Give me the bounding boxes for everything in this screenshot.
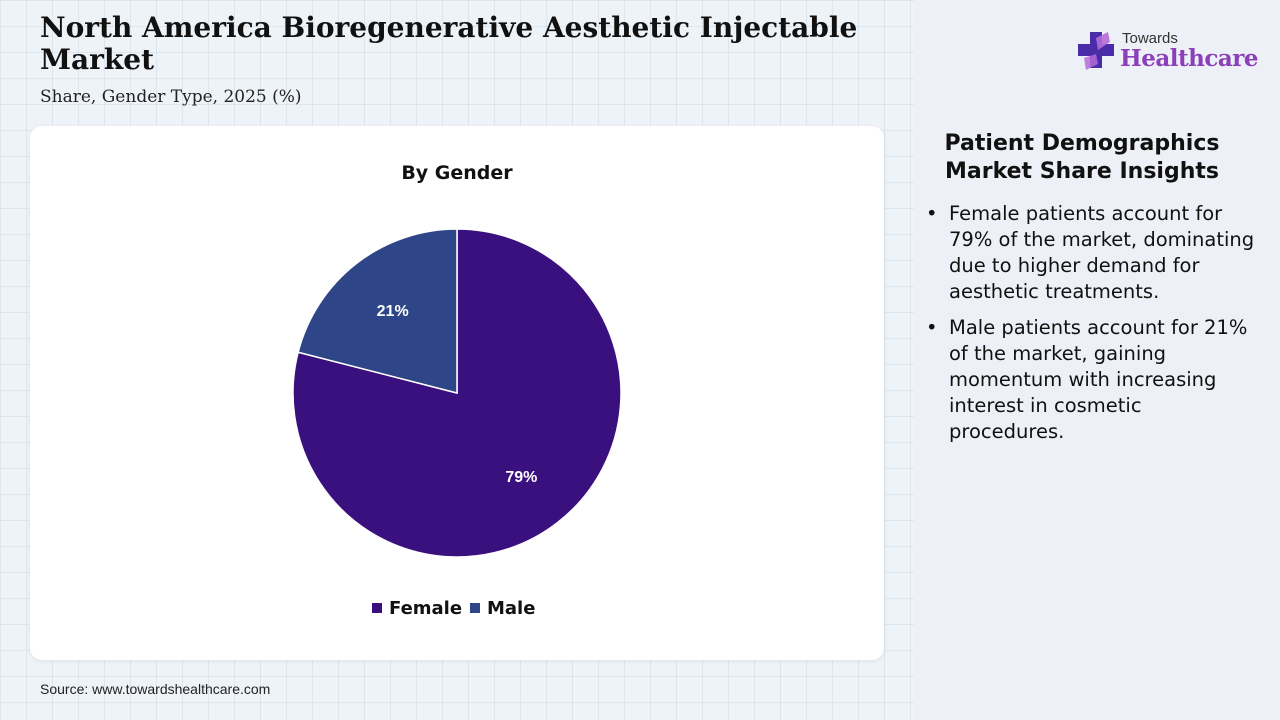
insight-bullet: Female patients account for 79% of the m…	[926, 201, 1256, 305]
pie-label-female: 79%	[505, 469, 537, 486]
pie-slice-labels: 79% 21%	[377, 303, 538, 486]
insights-title: Patient Demographics Market Share Insigh…	[944, 131, 1220, 184]
pie-slices	[292, 228, 622, 558]
legend-swatch-female	[372, 603, 382, 613]
legend-label-female: Female	[389, 598, 462, 619]
logo-text-healthcare: Healthcare	[1120, 45, 1259, 72]
medical-cross-icon	[1078, 32, 1114, 70]
insights-panel: Towards Healthcare Patient Demographics …	[914, 0, 1280, 720]
pie-label-male: 21%	[377, 303, 409, 320]
pie-slice-female	[292, 228, 622, 558]
legend-label-male: Male	[487, 598, 535, 619]
legend-swatch-male	[470, 603, 480, 613]
insights-list: Female patients account for 79% of the m…	[926, 201, 1256, 455]
pie-slice-male	[297, 228, 458, 394]
pie-chart: By Gender 79% 21% Female Male	[292, 162, 622, 619]
page-title: North America Bioregenerative Aesthetic …	[40, 11, 858, 76]
source-note: Source: www.towardshealthcare.com	[40, 681, 271, 697]
logo-text-towards: Towards	[1122, 30, 1178, 47]
towards-healthcare-logo: Towards Healthcare	[1078, 28, 1259, 78]
chart-title: By Gender	[401, 162, 513, 184]
insight-bullet: Male patients account for 21% of the mar…	[926, 315, 1256, 445]
page-subtitle: Share, Gender Type, 2025 (%)	[40, 87, 302, 107]
chart-card: By Gender 79% 21% Female Male	[30, 126, 884, 660]
chart-legend: Female Male	[372, 598, 535, 619]
